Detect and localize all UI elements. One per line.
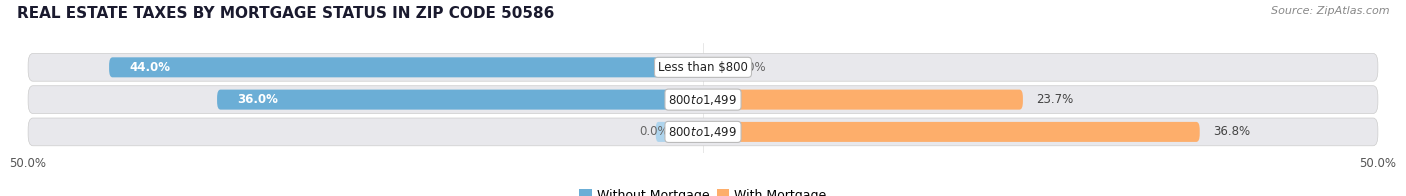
Text: $800 to $1,499: $800 to $1,499 (668, 93, 738, 107)
FancyBboxPatch shape (217, 90, 703, 110)
Text: 36.8%: 36.8% (1213, 125, 1250, 138)
FancyBboxPatch shape (28, 54, 1378, 81)
FancyBboxPatch shape (28, 118, 1378, 146)
FancyBboxPatch shape (655, 122, 703, 142)
Legend: Without Mortgage, With Mortgage: Without Mortgage, With Mortgage (574, 184, 832, 196)
FancyBboxPatch shape (28, 86, 1378, 113)
Text: 0.0%: 0.0% (737, 61, 766, 74)
FancyBboxPatch shape (703, 90, 1024, 110)
Text: $800 to $1,499: $800 to $1,499 (668, 125, 738, 139)
Text: 23.7%: 23.7% (1036, 93, 1074, 106)
Text: REAL ESTATE TAXES BY MORTGAGE STATUS IN ZIP CODE 50586: REAL ESTATE TAXES BY MORTGAGE STATUS IN … (17, 6, 554, 21)
FancyBboxPatch shape (703, 122, 1199, 142)
FancyBboxPatch shape (110, 57, 703, 77)
Text: 36.0%: 36.0% (238, 93, 278, 106)
Text: Source: ZipAtlas.com: Source: ZipAtlas.com (1271, 6, 1389, 16)
Text: 0.0%: 0.0% (640, 125, 669, 138)
Text: 44.0%: 44.0% (129, 61, 170, 74)
Text: Less than $800: Less than $800 (658, 61, 748, 74)
